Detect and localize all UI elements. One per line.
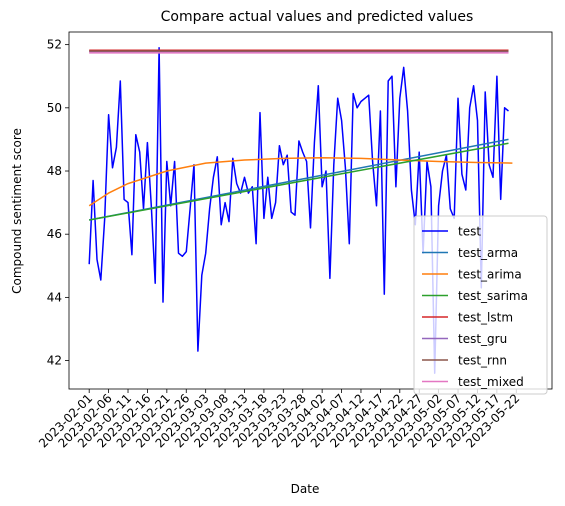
y-tick-label: 52 <box>47 38 62 52</box>
legend-entry: test_arima <box>458 268 522 282</box>
legend-box <box>413 215 548 395</box>
y-tick-label: 50 <box>47 101 62 115</box>
legend-entry: test_arma <box>458 246 518 260</box>
legend-entry: test_sarima <box>458 289 528 303</box>
y-tick-label: 48 <box>47 164 62 178</box>
y-tick-label: 46 <box>47 227 62 241</box>
series-line-test-arima <box>88 156 513 207</box>
legend-entry: test_lstm <box>458 311 513 325</box>
axes-frame <box>68 31 553 390</box>
legend-entry: test_rnn <box>458 354 507 368</box>
series-line-test <box>88 47 509 374</box>
legend-entry: test_mixed <box>458 375 524 389</box>
plot-area: 4244464850522023-02-012023-02-062023-02-… <box>36 31 553 450</box>
x-axis-label: Date <box>291 482 320 496</box>
chart-title: Compare actual values and predicted valu… <box>161 9 474 25</box>
legend-entry: test <box>458 225 481 239</box>
series-line-test-sarima <box>89 142 509 221</box>
y-tick-label: 42 <box>47 354 62 368</box>
y-axis-label: Compound sentiment score <box>10 128 24 294</box>
legend: test test_arma test_arima test_sarima test_l… <box>413 215 548 395</box>
y-tick-label: 44 <box>47 290 62 304</box>
legend-entry: test_gru <box>458 332 507 346</box>
